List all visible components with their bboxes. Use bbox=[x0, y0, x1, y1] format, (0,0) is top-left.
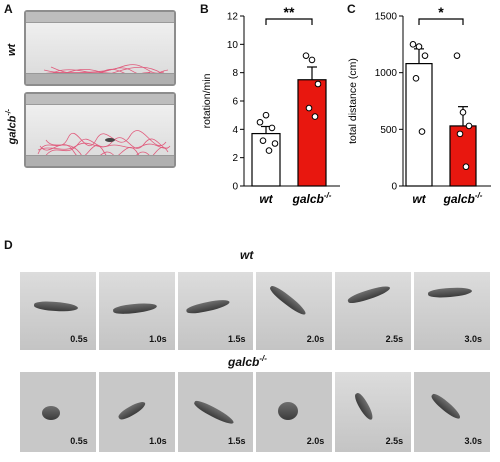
y-tick-label: 10 bbox=[227, 40, 239, 51]
tank-label-galcb: galcb-/- bbox=[5, 108, 19, 145]
frame-time: 2.0s bbox=[306, 436, 325, 446]
data-point bbox=[453, 52, 461, 59]
frame-galcb-6: 3.0s bbox=[414, 372, 490, 452]
panel-letter-c: C bbox=[347, 2, 356, 16]
frame-wt-6: 3.0s bbox=[414, 272, 490, 350]
frame-wt-1: 0.5s bbox=[20, 272, 96, 350]
frame-time: 2.0s bbox=[306, 334, 325, 344]
data-point bbox=[421, 52, 429, 59]
data-point bbox=[268, 124, 276, 132]
bar-wt bbox=[405, 62, 433, 187]
panel-letter-a: A bbox=[4, 2, 13, 16]
data-point bbox=[265, 147, 273, 154]
frame-time: 0.5s bbox=[70, 436, 88, 446]
data-point bbox=[412, 75, 420, 82]
distance-chart: 0 500 1000 1500 total distance (cm) wt galcb-/… bbox=[347, 4, 491, 206]
frame-wt-3: 1.5s bbox=[177, 272, 254, 350]
frame-time: 3.0s bbox=[464, 436, 482, 446]
data-point bbox=[305, 104, 313, 112]
frame-galcb-5: 2.5s bbox=[335, 372, 412, 452]
frame-wt-5: 2.5s bbox=[335, 272, 412, 350]
panel-letter-d: D bbox=[4, 238, 13, 252]
panel-letter-b: B bbox=[200, 2, 209, 16]
y-tick-label: 12 bbox=[227, 12, 239, 23]
data-point bbox=[262, 111, 270, 119]
frame-time: 1.0s bbox=[149, 334, 167, 344]
y-axis-label: rotation/min bbox=[201, 73, 213, 128]
frame-galcb-4: 2.0s bbox=[256, 372, 333, 452]
data-point bbox=[271, 140, 279, 147]
data-point bbox=[459, 109, 467, 116]
y-axis-label: total distance (cm) bbox=[347, 58, 359, 144]
x-tick-label: galcb-/- bbox=[292, 191, 332, 206]
frame-time: 3.0s bbox=[464, 334, 482, 344]
data-point bbox=[314, 80, 322, 88]
frame-time: 0.5s bbox=[70, 334, 88, 344]
y-tick-label: 8 bbox=[232, 68, 238, 79]
data-point bbox=[418, 128, 426, 135]
bar-galcb bbox=[297, 79, 327, 187]
y-tick-label: 4 bbox=[232, 125, 238, 136]
frames-title-wt: wt bbox=[240, 248, 254, 262]
frame-time: 2.5s bbox=[385, 436, 404, 446]
data-point bbox=[308, 56, 316, 64]
frame-galcb-1: 0.5s bbox=[20, 372, 96, 452]
tank-image-galcb bbox=[24, 92, 176, 168]
data-point bbox=[311, 113, 319, 120]
frame-time: 2.5s bbox=[385, 334, 404, 344]
x-tick-label: wt bbox=[259, 192, 273, 206]
y-tick-label: 500 bbox=[380, 125, 397, 136]
data-point bbox=[462, 163, 470, 171]
data-point bbox=[256, 118, 264, 126]
tank-image-wt bbox=[24, 10, 176, 86]
data-point bbox=[302, 52, 310, 59]
frame-wt-2: 1.0s bbox=[98, 272, 175, 350]
frames-title-galcb: galcb-/- bbox=[228, 354, 267, 369]
y-tick-label: 0 bbox=[391, 182, 397, 193]
rotation-chart: 0 2 4 6 8 10 12 rotation/min wt galcb-/- ** bbox=[201, 4, 340, 206]
frame-time: 1.5s bbox=[227, 334, 246, 344]
frame-galcb-2: 1.0s bbox=[98, 372, 175, 452]
x-tick-label: wt bbox=[412, 192, 426, 206]
frame-time: 1.5s bbox=[227, 436, 246, 446]
y-tick-label: 2 bbox=[232, 153, 238, 164]
data-point bbox=[259, 137, 267, 144]
y-tick-label: 1500 bbox=[375, 12, 398, 23]
data-point bbox=[465, 122, 473, 130]
frame-strip-galcb: 0.5s 1.0s 1.5s 2.0s 2.5s 3.0s bbox=[20, 372, 490, 452]
frame-galcb-3: 1.5s bbox=[177, 372, 254, 452]
bar-galcb bbox=[449, 125, 477, 187]
tank-label-wt: wt bbox=[6, 43, 18, 56]
data-point bbox=[409, 41, 417, 48]
y-tick-label: 0 bbox=[232, 182, 238, 193]
significance-marker: ** bbox=[284, 4, 295, 20]
significance-bracket bbox=[265, 18, 313, 25]
y-tick-label: 6 bbox=[232, 97, 238, 108]
data-point bbox=[456, 130, 464, 138]
frame-wt-4: 2.0s bbox=[256, 272, 333, 350]
x-tick-label: galcb-/- bbox=[443, 191, 483, 206]
significance-marker: * bbox=[438, 4, 444, 20]
data-point bbox=[415, 43, 423, 50]
frame-time: 1.0s bbox=[149, 436, 167, 446]
significance-bracket bbox=[418, 18, 464, 25]
y-tick-label: 1000 bbox=[375, 68, 398, 79]
frame-strip-wt: 0.5s 1.0s 1.5s 2.0s 2.5s 3.0s bbox=[20, 272, 490, 350]
